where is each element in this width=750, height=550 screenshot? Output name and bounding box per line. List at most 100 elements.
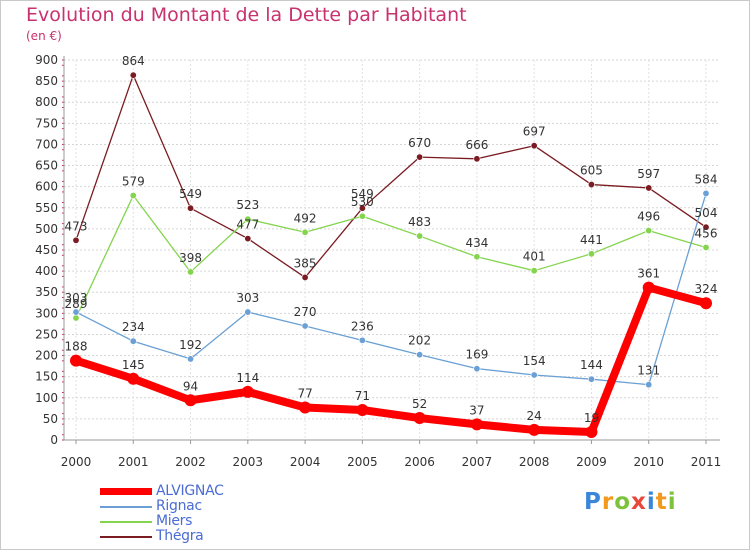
- data-label-thgra: 605: [580, 164, 603, 178]
- x-tick-label: 2009: [576, 455, 607, 469]
- y-tick-label: 450: [35, 243, 58, 257]
- data-label-miers: 523: [236, 198, 259, 212]
- x-tick-label: 2008: [519, 455, 550, 469]
- logo-letter: i: [667, 489, 677, 515]
- data-point-alvignac: [585, 425, 598, 438]
- data-label-miers: 434: [465, 236, 488, 250]
- data-label-thgra: 477: [236, 218, 259, 232]
- legend-swatch-thegra: [100, 536, 152, 538]
- data-point-miers: [358, 212, 366, 220]
- data-label-rignac: 169: [465, 348, 488, 362]
- data-point-thgra: [530, 142, 538, 150]
- data-point-thgra: [416, 153, 424, 161]
- y-tick-label: 650: [35, 159, 58, 173]
- legend-label-thegra: Thégra: [156, 528, 204, 544]
- y-tick-label: 850: [35, 74, 58, 88]
- data-label-miers: 398: [179, 251, 202, 265]
- data-label-miers: 579: [122, 175, 145, 189]
- data-point-thgra: [645, 184, 653, 192]
- data-label-alvignac: 188: [65, 340, 88, 354]
- data-point-rignac: [187, 355, 195, 363]
- data-point-thgra: [702, 223, 710, 231]
- y-tick-label: 550: [35, 201, 58, 215]
- x-tick-label: 2006: [404, 455, 435, 469]
- data-label-alvignac: 114: [236, 371, 259, 385]
- data-point-miers: [187, 268, 195, 276]
- data-label-miers: 492: [294, 211, 317, 225]
- data-label-alvignac: 19: [584, 411, 599, 425]
- data-point-rignac: [72, 308, 80, 316]
- data-point-thgra: [129, 71, 137, 79]
- data-label-miers: 530: [351, 195, 374, 209]
- data-point-thgra: [72, 236, 80, 244]
- data-point-miers: [129, 192, 137, 200]
- data-point-alvignac: [241, 385, 254, 398]
- y-tick-label: 100: [35, 391, 58, 405]
- x-tick-label: 2003: [233, 455, 264, 469]
- data-point-miers: [702, 243, 710, 251]
- data-label-rignac: 144: [580, 358, 603, 372]
- data-label-rignac: 202: [408, 334, 431, 348]
- data-point-rignac: [129, 337, 137, 345]
- data-point-miers: [645, 227, 653, 235]
- data-point-rignac: [358, 336, 366, 344]
- data-point-miers: [244, 215, 252, 223]
- y-tick-label: 150: [35, 370, 58, 384]
- data-label-miers: 441: [580, 233, 603, 247]
- data-point-rignac: [702, 189, 710, 197]
- data-point-rignac: [416, 351, 424, 359]
- data-point-thgra: [244, 235, 252, 243]
- y-tick-label: 500: [35, 222, 58, 236]
- data-label-rignac: 236: [351, 319, 374, 333]
- data-point-alvignac: [700, 297, 712, 310]
- data-point-rignac: [530, 371, 538, 379]
- data-point-alvignac: [642, 281, 655, 294]
- data-point-rignac: [473, 365, 481, 373]
- y-tick-label: 50: [43, 412, 58, 426]
- data-label-miers: 483: [408, 215, 431, 229]
- y-tick-label: 750: [35, 116, 58, 130]
- y-tick-label: 400: [35, 264, 58, 278]
- x-tick-label: 2010: [633, 455, 664, 469]
- chart-unit: (en €): [26, 29, 62, 43]
- data-label-alvignac: 324: [695, 282, 718, 296]
- y-tick-label: 800: [35, 95, 58, 109]
- data-label-alvignac: 52: [412, 397, 427, 411]
- data-point-alvignac: [70, 354, 82, 367]
- data-label-thgra: 504: [695, 206, 718, 220]
- data-point-rignac: [587, 375, 595, 383]
- legend-swatch-alvignac: [100, 488, 152, 495]
- series-line-alvignac: [72, 283, 710, 436]
- data-label-alvignac: 94: [183, 379, 198, 393]
- data-label-alvignac: 145: [122, 358, 145, 372]
- data-label-rignac: 303: [65, 291, 88, 305]
- logo-letter: r: [601, 489, 615, 515]
- data-label-thgra: 666: [465, 138, 488, 152]
- data-label-thgra: 597: [637, 167, 660, 181]
- data-label-thgra: 697: [523, 125, 546, 139]
- logo-letter: P: [584, 489, 602, 515]
- data-label-rignac: 234: [122, 320, 145, 334]
- data-label-rignac: 192: [179, 338, 202, 352]
- data-label-thgra: 864: [122, 54, 145, 68]
- data-label-alvignac: 77: [297, 386, 312, 400]
- data-label-rignac: 131: [637, 364, 660, 378]
- series-line-rignac: [75, 192, 707, 386]
- data-point-alvignac: [299, 401, 312, 414]
- data-point-miers: [72, 314, 80, 322]
- x-tick-label: 2000: [61, 455, 92, 469]
- data-label-alvignac: 361: [637, 267, 660, 281]
- x-tick-label: 2004: [290, 455, 321, 469]
- data-point-thgra: [187, 204, 195, 212]
- data-point-thgra: [358, 204, 366, 212]
- data-point-alvignac: [470, 418, 483, 431]
- data-point-alvignac: [127, 372, 140, 385]
- y-tick-label: 250: [35, 327, 58, 341]
- data-label-alvignac: 24: [527, 409, 542, 423]
- data-point-thgra: [587, 181, 595, 189]
- x-tick-label: 2007: [462, 455, 493, 469]
- data-point-thgra: [473, 155, 481, 163]
- data-label-thgra: 473: [65, 219, 88, 233]
- data-label-alvignac: 71: [355, 389, 370, 403]
